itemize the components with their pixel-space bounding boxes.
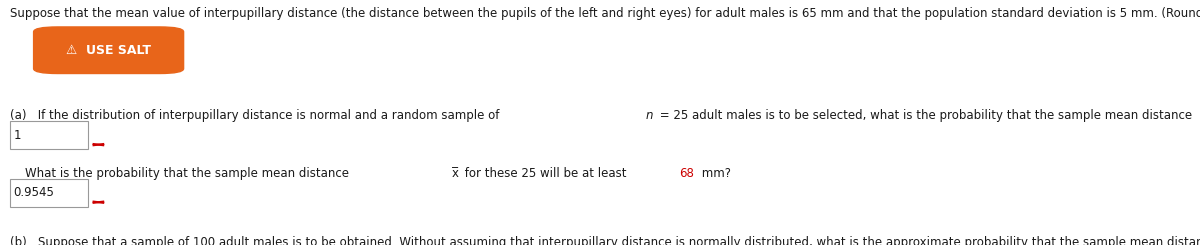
Text: x̅: x̅ — [452, 167, 458, 180]
FancyBboxPatch shape — [10, 179, 88, 207]
FancyBboxPatch shape — [34, 27, 184, 74]
Text: for these 25 will be at least: for these 25 will be at least — [461, 167, 630, 180]
Text: (b)   Suppose that a sample of 100 adult males is to be obtained. Without assumi: (b) Suppose that a sample of 100 adult m… — [10, 236, 1200, 245]
Text: = 25 adult males is to be selected, what is the probability that the sample mean: = 25 adult males is to be selected, what… — [655, 109, 1195, 122]
FancyBboxPatch shape — [10, 121, 88, 149]
Text: (a)   If the distribution of interpupillary distance is normal and a random samp: (a) If the distribution of interpupillar… — [10, 109, 503, 122]
Text: n: n — [646, 109, 653, 122]
Text: ⚠  USE SALT: ⚠ USE SALT — [66, 44, 151, 57]
Text: 1: 1 — [13, 129, 20, 142]
Text: mm?: mm? — [698, 167, 732, 180]
Text: 0.9545: 0.9545 — [13, 186, 54, 199]
Text: 68: 68 — [679, 167, 694, 180]
Text: What is the probability that the sample mean distance: What is the probability that the sample … — [10, 167, 353, 180]
Text: Suppose that the mean value of interpupillary distance (the distance between the: Suppose that the mean value of interpupi… — [10, 7, 1200, 20]
